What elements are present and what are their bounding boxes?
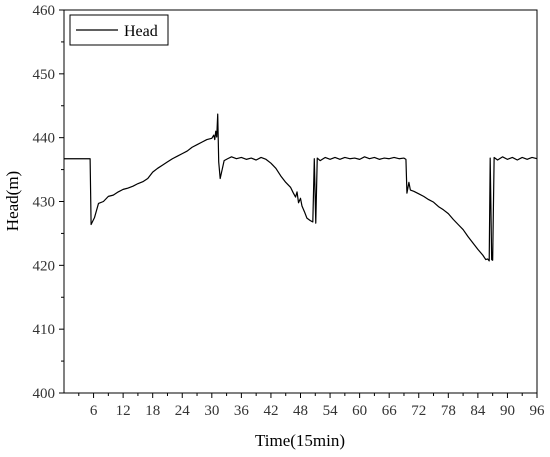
plot-area xyxy=(63,9,538,394)
x-tick-label: 30 xyxy=(204,403,219,419)
x-tick-label: 66 xyxy=(382,403,398,419)
x-tick-label: 42 xyxy=(263,403,278,419)
y-tick-label: 460 xyxy=(33,3,56,19)
x-tick-label: 90 xyxy=(500,403,515,419)
y-tick-label: 410 xyxy=(33,322,56,338)
x-tick-label: 36 xyxy=(234,403,250,419)
y-axis-title: Head(m) xyxy=(3,171,22,231)
x-tick-label: 54 xyxy=(323,403,339,419)
x-tick-label: 84 xyxy=(470,403,486,419)
plot-frame xyxy=(63,9,538,394)
x-tick-label: 72 xyxy=(411,403,426,419)
y-tick-label: 430 xyxy=(33,195,56,211)
y-tick-label: 420 xyxy=(33,258,56,274)
x-tick-label: 96 xyxy=(530,403,546,419)
y-tick-label: 440 xyxy=(33,131,56,147)
x-tick-label: 78 xyxy=(441,403,456,419)
y-tick-label: 400 xyxy=(33,386,56,402)
legend: Head xyxy=(69,14,169,46)
y-axis: 400 410 420 430 440 450 460 xyxy=(33,3,64,402)
x-tick-label: 24 xyxy=(175,403,191,419)
y-tick-label: 450 xyxy=(33,67,56,83)
x-tick-label: 12 xyxy=(116,403,131,419)
x-axis-title: Time(15min) xyxy=(255,431,345,450)
x-tick-label: 48 xyxy=(293,403,308,419)
legend-label-head: Head xyxy=(124,23,158,40)
x-axis: 6 12 18 24 30 36 42 48 54 60 66 72 78 84 90 96 xyxy=(78,393,546,419)
x-tick-label: 6 xyxy=(90,403,98,419)
x-tick-label: 18 xyxy=(145,403,160,419)
series-line-head xyxy=(64,113,538,262)
x-tick-label: 60 xyxy=(352,403,367,419)
